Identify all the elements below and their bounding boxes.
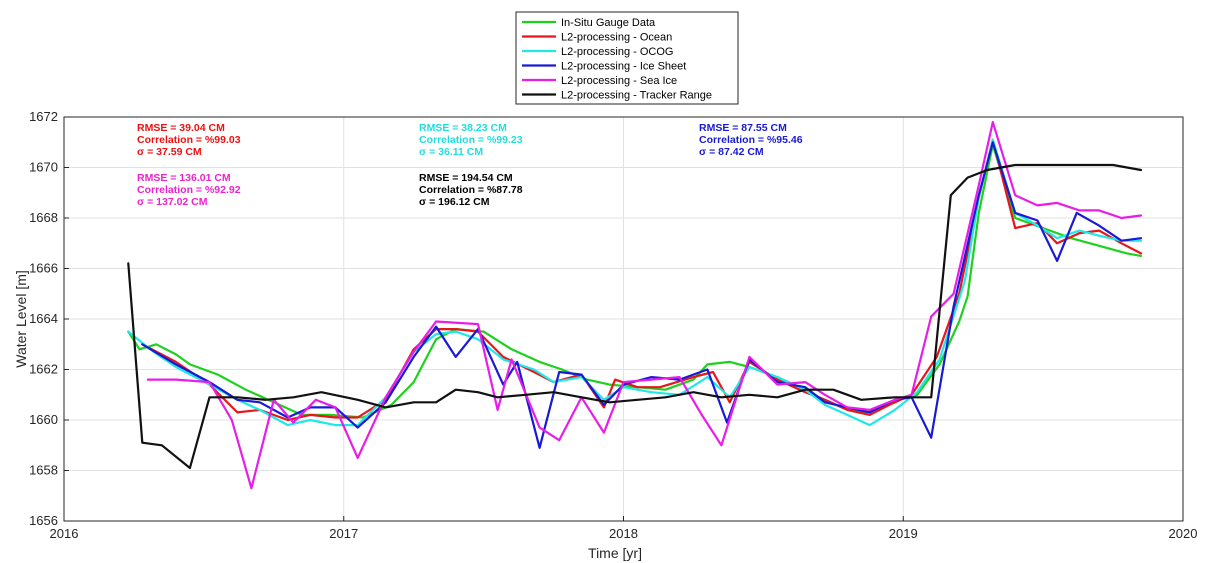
- annotation-line: RMSE = 39.04 CM: [137, 122, 225, 134]
- legend-entry: L2-processing - OCOG: [561, 46, 673, 58]
- y-tick-label: 1664: [29, 311, 58, 326]
- annotation-line: Correlation = %87.78: [419, 184, 523, 196]
- series-line-in-situ-gauge-data: [127, 143, 1143, 419]
- x-tick-label: 2018: [609, 526, 638, 541]
- series-line-l2-processing-sea-ice: [146, 121, 1143, 490]
- series-lines: [127, 121, 1143, 490]
- legend-entry: L2-processing - Sea Ice: [561, 75, 677, 87]
- series-line-l2-processing-tracker-range: [127, 163, 1143, 470]
- annotation-line: σ = 196.12 CM: [419, 196, 490, 208]
- legend-box: [515, 11, 739, 105]
- x-tick-label: 2017: [329, 526, 358, 541]
- legend: In-Situ Gauge Data L2-processing - Ocean L…: [515, 11, 739, 105]
- annotation-line: σ = 36.11 CM: [419, 146, 483, 158]
- y-tick-label: 1670: [29, 160, 58, 175]
- x-axis-label: Time [yr]: [588, 545, 642, 561]
- annotation-line: σ = 137.02 CM: [137, 196, 208, 208]
- x-tick-label: 2016: [50, 526, 79, 541]
- y-tick-label: 1656: [29, 513, 58, 528]
- legend-entry: L2-processing - Tracker Range: [561, 90, 712, 102]
- y-tick-label: 1666: [29, 261, 58, 276]
- y-tick-label: 1672: [29, 109, 58, 124]
- y-tick-label: 1658: [29, 463, 58, 478]
- annotation-line: Correlation = %95.46: [699, 134, 803, 146]
- annotation-line: σ = 37.59 CM: [137, 146, 202, 158]
- annotation-line: σ = 87.42 CM: [699, 146, 764, 158]
- legend-entry: L2-processing - Ice Sheet: [561, 61, 686, 73]
- x-tick-label: 2020: [1169, 526, 1198, 541]
- y-tick-label: 1668: [29, 210, 58, 225]
- annotation-line: Correlation = %99.23: [419, 134, 523, 146]
- annotation-line: Correlation = %92.92: [137, 184, 241, 196]
- annotation-line: RMSE = 136.01 CM: [137, 172, 231, 184]
- annotation-line: RMSE = 194.54 CM: [419, 172, 513, 184]
- legend-entry: In-Situ Gauge Data: [561, 17, 656, 29]
- legend-entry: L2-processing - Ocean: [561, 32, 672, 44]
- y-tick-label: 1662: [29, 362, 58, 377]
- y-axis-label: Water Level [m]: [13, 270, 29, 368]
- annotation-line: RMSE = 38.23 CM: [419, 122, 507, 134]
- plot-frame: [63, 116, 1184, 522]
- annotation-line: RMSE = 87.55 CM: [699, 122, 787, 134]
- x-tick-label: 2019: [889, 526, 918, 541]
- axes: 2016 2017 2018 2019 2020 1656 1658 1660 1662 1664…: [29, 109, 1197, 541]
- annotation-line: Correlation = %99.03: [137, 134, 241, 146]
- y-tick-label: 1660: [29, 412, 58, 427]
